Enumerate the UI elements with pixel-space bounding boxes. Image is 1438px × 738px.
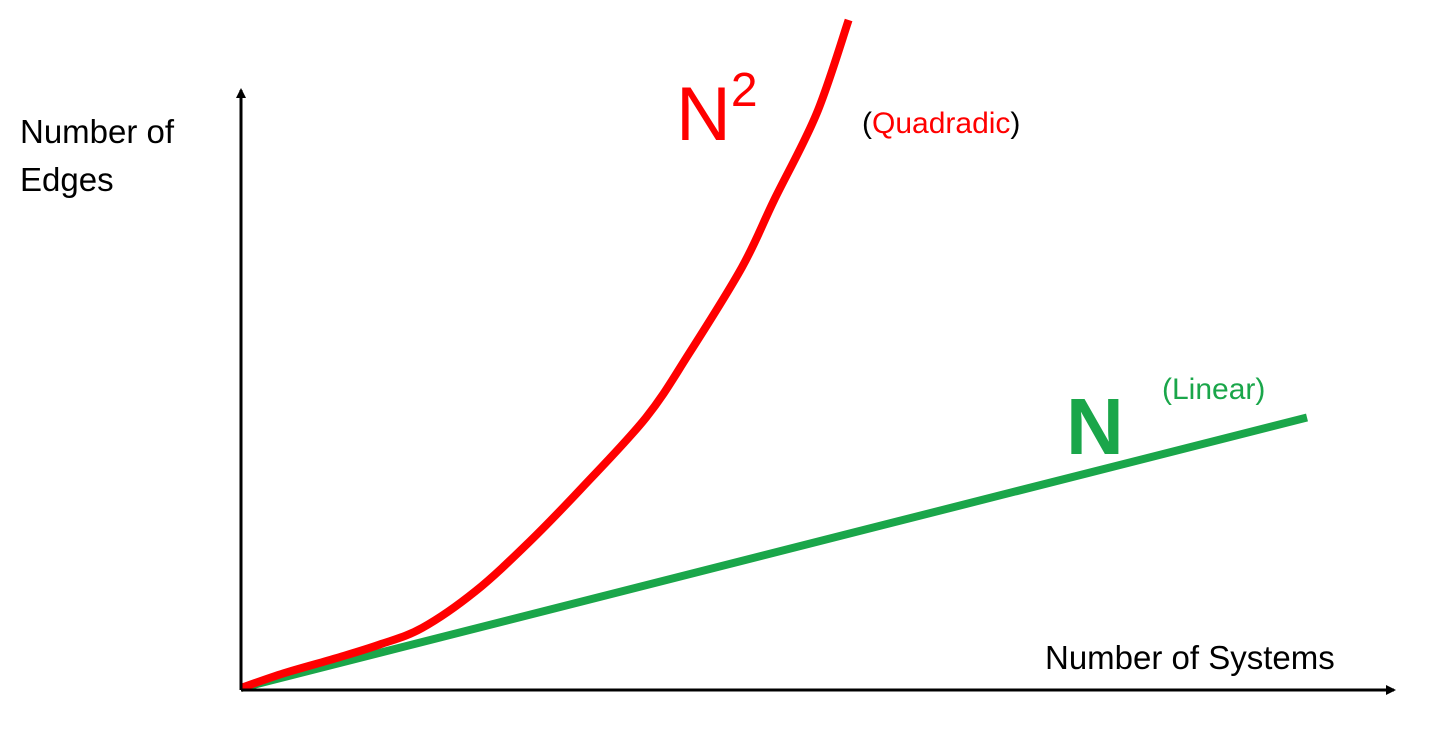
quadratic-series-name: N <box>676 72 731 157</box>
quadratic-series-label: N2 <box>676 64 758 170</box>
quadratic-note-open-paren: ( <box>862 107 872 140</box>
quadratic-series-line <box>239 18 853 692</box>
quadratic-note-text: Quadradic <box>872 107 1011 140</box>
y-axis-label: Number of Edges <box>20 108 174 204</box>
linear-series-note: (Linear) <box>1162 373 1266 406</box>
linear-series-line <box>240 413 1308 692</box>
y-axis-label-line-1: Number of <box>20 113 175 150</box>
quadratic-series-note: (Quadradic) <box>862 104 1020 144</box>
series-layer <box>239 18 1308 692</box>
quadratic-note-close-paren: ) <box>1010 107 1021 140</box>
x-axis-label: Number of Systems <box>1045 639 1335 676</box>
quadratic-series-superscript: 2 <box>730 64 758 117</box>
y-axis-label-line-2: Edges <box>20 161 114 198</box>
linear-series-name: N <box>1066 382 1124 471</box>
